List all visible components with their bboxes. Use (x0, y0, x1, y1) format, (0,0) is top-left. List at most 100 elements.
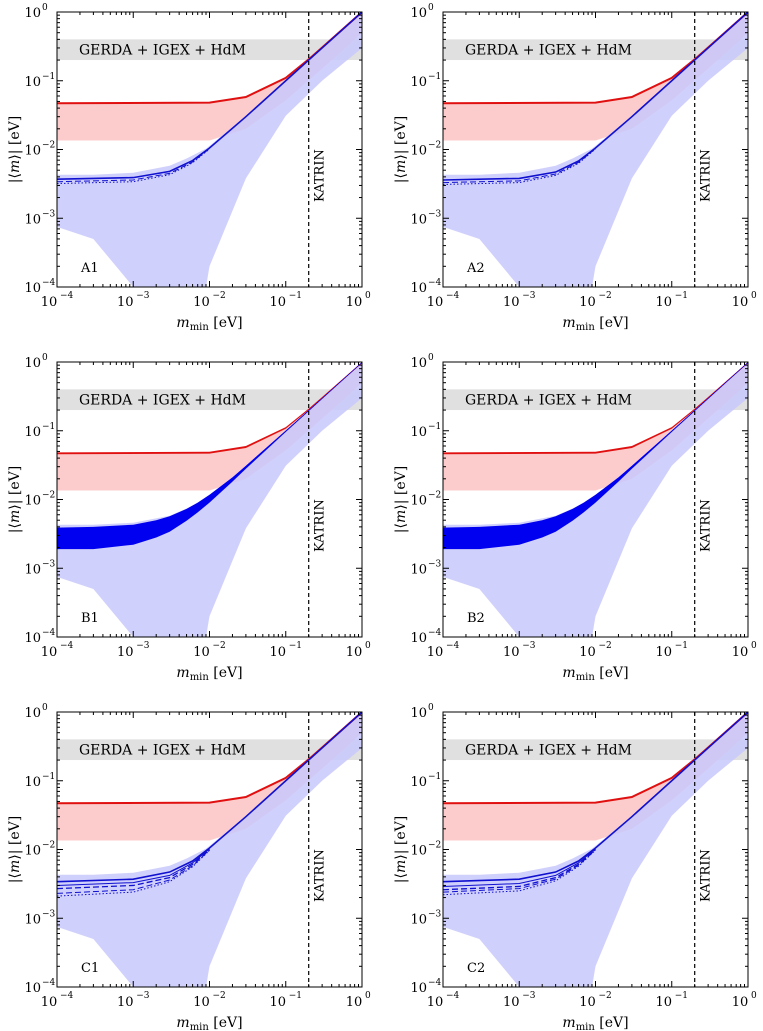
io-band (57, 12, 362, 141)
y-tick-exponent: −2 (42, 841, 55, 851)
y-tick-exponent: −2 (42, 491, 55, 501)
y-tick-label: 10 (24, 356, 41, 371)
x-tick-label: 10 (117, 995, 134, 1010)
x-tick-exponent: −2 (213, 641, 226, 651)
x-tick-label: 10 (427, 995, 444, 1010)
y-tick-exponent: −1 (42, 772, 55, 782)
katrin-label: KATRIN (699, 499, 714, 552)
x-tick-exponent: −3 (136, 991, 150, 1001)
y-tick-exponent: 0 (42, 353, 48, 363)
y-tick-exponent: −4 (428, 628, 442, 638)
x-tick-label: 10 (732, 995, 749, 1010)
y-tick-exponent: −1 (428, 72, 441, 82)
panel-label: C2 (467, 961, 485, 976)
y-tick-label: 10 (410, 912, 427, 927)
x-tick-exponent: 0 (365, 641, 371, 651)
no-line-dotted (443, 148, 596, 185)
y-tick-label: 10 (410, 562, 427, 577)
y-tick-label: 10 (24, 144, 41, 159)
x-tick-label: 10 (732, 645, 749, 660)
ticks (56, 711, 363, 988)
x-tick-label: 10 (41, 295, 58, 310)
y-tick-exponent: −2 (42, 141, 55, 151)
gerda-band (57, 739, 362, 761)
no-line-solid (443, 712, 748, 883)
y-tick-label: 10 (24, 706, 41, 721)
ticks (56, 361, 363, 638)
ticks (56, 11, 363, 288)
y-tick-label: 10 (410, 281, 427, 296)
no-line-solid (443, 12, 748, 181)
y-tick-exponent: −4 (42, 278, 56, 288)
x-tick-exponent: 0 (365, 991, 371, 1001)
x-tick-label: 10 (732, 295, 749, 310)
no-line-dashed (443, 849, 596, 893)
x-tick-exponent: −3 (522, 291, 536, 301)
x-tick-exponent: −1 (289, 991, 302, 1001)
y-tick-exponent: −3 (42, 559, 56, 569)
no-dark-band (443, 362, 748, 550)
y-tick-label: 10 (24, 844, 41, 859)
x-axis-label: mmin [eV] (176, 315, 242, 333)
y-tick-label: 10 (410, 631, 427, 646)
y-axis-label: |⟨m⟩| [eV] (7, 816, 23, 883)
katrin-label: KATRIN (313, 149, 328, 202)
y-tick-exponent: −3 (42, 209, 56, 219)
no-line-solid (57, 12, 362, 180)
y-tick-exponent: −3 (428, 209, 442, 219)
y-tick-label: 10 (410, 775, 427, 790)
y-tick-label: 10 (410, 144, 427, 159)
x-tick-exponent: −2 (213, 291, 226, 301)
x-tick-label: 10 (427, 645, 444, 660)
x-tick-label: 10 (346, 645, 363, 660)
x-tick-exponent: −2 (213, 991, 226, 1001)
gerda-label: GERDA + IGEX + HdM (465, 43, 632, 59)
x-tick-label: 10 (579, 295, 596, 310)
x-axis-label: mmin [eV] (176, 1015, 242, 1031)
x-tick-exponent: −2 (599, 991, 612, 1001)
y-tick-exponent: 0 (42, 703, 48, 713)
x-tick-exponent: 0 (751, 991, 757, 1001)
katrin-label: KATRIN (313, 849, 328, 902)
y-tick-label: 10 (24, 775, 41, 790)
y-tick-exponent: −3 (42, 909, 56, 919)
y-tick-exponent: −1 (428, 422, 441, 432)
katrin-label: KATRIN (699, 149, 714, 202)
y-tick-label: 10 (410, 356, 427, 371)
x-tick-label: 10 (579, 995, 596, 1010)
io-band (443, 12, 748, 141)
x-tick-label: 10 (655, 295, 672, 310)
x-tick-label: 10 (193, 295, 210, 310)
y-axis-label: |⟨m⟩| [eV] (393, 116, 409, 183)
ticks (442, 11, 749, 288)
x-tick-exponent: −4 (446, 641, 460, 651)
no-line-dashed (443, 148, 596, 184)
plot-area (57, 12, 362, 287)
x-tick-exponent: −4 (446, 991, 460, 1001)
x-tick-label: 10 (193, 995, 210, 1010)
no-line-dashed (57, 148, 210, 183)
plot-area (443, 712, 748, 987)
y-tick-exponent: −3 (428, 909, 442, 919)
ticks (442, 361, 749, 638)
x-tick-exponent: −1 (675, 291, 688, 301)
y-tick-exponent: −4 (42, 978, 56, 988)
x-tick-exponent: 0 (365, 291, 371, 301)
x-tick-label: 10 (193, 645, 210, 660)
x-tick-label: 10 (41, 995, 58, 1010)
x-tick-label: 10 (427, 295, 444, 310)
y-tick-label: 10 (24, 75, 41, 90)
gerda-band (57, 389, 362, 411)
y-tick-exponent: −4 (428, 978, 442, 988)
x-tick-exponent: 0 (751, 641, 757, 651)
no-line-dashed (57, 849, 210, 894)
y-tick-exponent: 0 (42, 3, 48, 13)
x-tick-label: 10 (269, 995, 286, 1010)
x-tick-exponent: −2 (599, 641, 612, 651)
panel-label: C1 (81, 961, 99, 976)
no-dark-band (57, 362, 362, 550)
